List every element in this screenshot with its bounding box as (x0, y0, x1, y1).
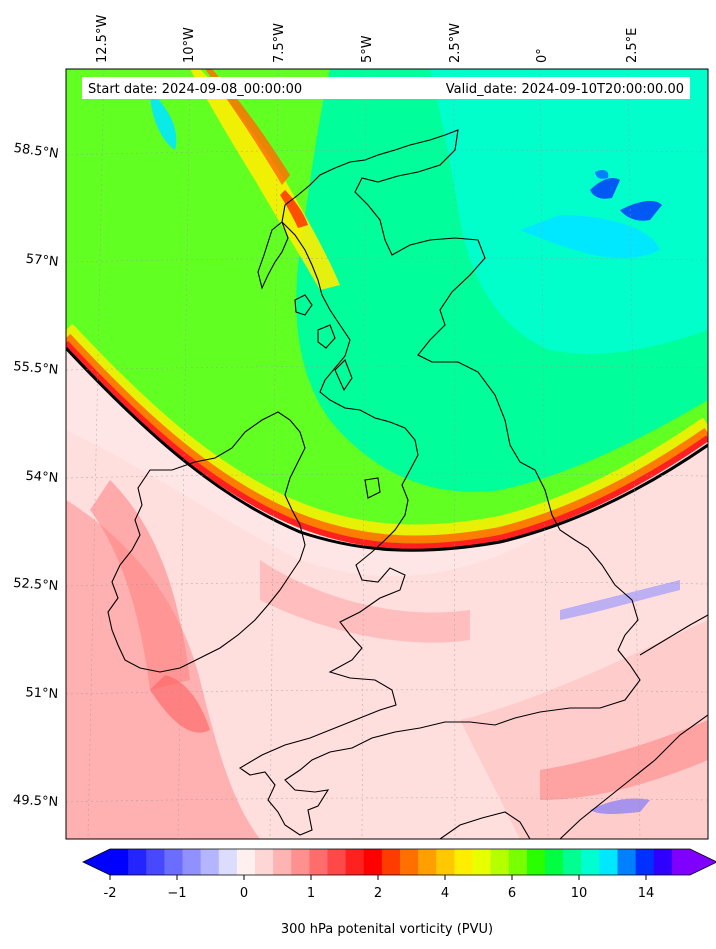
lat-label: 55.5°N (13, 359, 59, 378)
lat-label: 58.5°N (13, 141, 60, 162)
colorbar-max-extension (690, 849, 716, 875)
valid-date-label: Valid_date: 2024-09-10T20:00:00.00 (446, 82, 684, 97)
colorbar-cell (182, 849, 202, 875)
jet-boundary-line (66, 346, 708, 552)
colorbar-cell (472, 849, 492, 875)
colorbar-tick-label: -2 (104, 886, 117, 901)
colorbar-outline (82, 848, 716, 876)
lon-label: 12.5°W (95, 15, 110, 63)
ireland-coast (107, 411, 306, 673)
start-date-label: Start date: 2024-09-08_00:00:00 (88, 82, 302, 97)
france-coast (439, 811, 531, 839)
colorbar-cell (291, 849, 310, 875)
latitude-labels: 58.5°N 57°N 55.5°N 54°N 52.5°N 51°N 49.5… (13, 141, 60, 810)
colorbar: -2 −1 0 1 2 4 6 10 14 300 hPa potenital vorticit… (82, 848, 716, 937)
great-britain-coast (238, 129, 641, 836)
map-frame (65, 68, 709, 840)
lat-label: 57°N (25, 252, 59, 270)
colorbar-cell (635, 849, 655, 875)
colorbar-cell (563, 849, 582, 875)
colorbar-tick-label: −1 (167, 886, 186, 901)
lat-label: 54°N (25, 469, 59, 486)
longitude-labels: 12.5°W 10°W 7.5°W 5°W 2.5°W 0° 2.5°E (95, 15, 640, 63)
colorbar-cell (146, 849, 165, 875)
colorbar-tick-label: 14 (638, 886, 655, 901)
colorbar-tick-label: 6 (508, 886, 516, 901)
colorbar-cell (436, 849, 455, 875)
lat-label: 49.5°N (13, 793, 59, 810)
lon-label: 2.5°E (625, 28, 640, 63)
lon-label: 5°W (360, 35, 375, 63)
colorbar-cell (671, 849, 691, 875)
colorbar-tick-label: 0 (240, 886, 248, 901)
colorbar-cell (128, 849, 147, 875)
date-label-box (82, 77, 690, 99)
colorbar-cell (236, 849, 256, 875)
colorbar-cell (110, 849, 129, 875)
colorbar-cell (418, 849, 437, 875)
colorbar-cell (327, 849, 347, 875)
hebrides-coast (257, 221, 289, 290)
colorbar-cell (164, 849, 183, 875)
lat-label: 52.5°N (13, 576, 59, 594)
lon-label: 0° (535, 48, 550, 63)
map-plot-area: Start date: 2024-09-08_00:00:00 Valid_da… (66, 69, 708, 839)
colorbar-cell (255, 849, 274, 875)
colorbar-tick-label: 2 (374, 886, 382, 901)
graticule (66, 69, 708, 839)
colorbar-cell (400, 849, 419, 875)
colorbar-cell (599, 849, 618, 875)
colorbar-cell (218, 849, 238, 875)
coastlines (107, 129, 708, 839)
lon-label: 7.5°W (272, 23, 287, 63)
colorbar-cell (200, 849, 220, 875)
colorbar-tick-label: 10 (571, 886, 588, 901)
colorbar-cell (454, 849, 473, 875)
colorbar-tick-label: 4 (441, 886, 449, 901)
colorbar-cell (309, 849, 328, 875)
colorbar-cell (345, 849, 365, 875)
colorbar-cell (363, 849, 383, 875)
colorbar-title: 300 hPa potenital vorticity (PVU) (281, 922, 493, 937)
colorbar-cell (526, 849, 546, 875)
lon-label: 10°W (182, 27, 197, 63)
colorbar-cell (508, 849, 528, 875)
lat-label: 51°N (25, 685, 59, 702)
blue-spot (590, 178, 620, 199)
colorbar-min-extension (83, 849, 110, 875)
colorbar-cell (653, 849, 673, 875)
colorbar-tick-label: 1 (307, 886, 315, 901)
colorbar-cell (545, 849, 564, 875)
colorbar-cell (273, 849, 292, 875)
colorbar-cell (490, 849, 510, 875)
colorbar-cell (581, 849, 600, 875)
pv-streamer (190, 69, 340, 290)
colorbar-cell (381, 849, 401, 875)
lon-label: 2.5°W (448, 23, 463, 63)
colorbar-cell (617, 849, 637, 875)
